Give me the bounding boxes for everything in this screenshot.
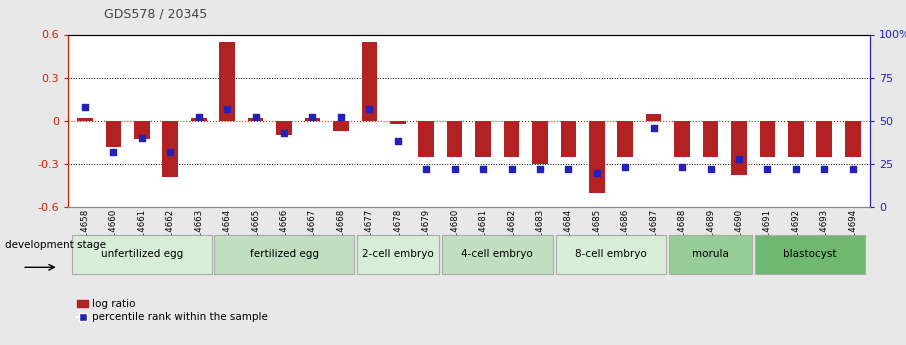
Bar (674, 121, 690, 157)
Bar (442, 235, 553, 274)
Bar (532, 121, 548, 164)
Point (78, 104, 92, 110)
Bar (304, 118, 321, 121)
Text: blastocyst: blastocyst (784, 249, 837, 259)
Point (220, 106, 235, 111)
Bar (788, 121, 804, 157)
Point (106, 149, 120, 155)
Point (817, 166, 832, 172)
Point (732, 156, 747, 161)
Bar (162, 121, 178, 177)
Text: 2-cell embryo: 2-cell embryo (361, 249, 434, 259)
Text: 4-cell embryo: 4-cell embryo (461, 249, 533, 259)
Point (476, 166, 490, 172)
Text: morula: morula (692, 249, 729, 259)
Bar (476, 121, 491, 157)
Point (277, 130, 292, 136)
Bar (589, 121, 604, 193)
Bar (670, 235, 752, 274)
Point (419, 166, 433, 172)
Point (561, 166, 575, 172)
Bar (276, 121, 292, 135)
Point (333, 115, 348, 120)
Point (191, 115, 206, 120)
Bar (731, 121, 747, 175)
Bar (755, 235, 865, 274)
Bar (419, 121, 434, 157)
Bar (247, 118, 264, 121)
Point (703, 166, 718, 172)
Point (305, 115, 320, 120)
Point (788, 166, 803, 172)
Bar (77, 118, 92, 121)
Bar (191, 118, 207, 121)
Point (448, 166, 462, 172)
Bar (72, 235, 211, 274)
Point (590, 170, 604, 175)
Bar (333, 121, 349, 131)
Text: development stage: development stage (5, 240, 105, 250)
Bar (703, 121, 718, 157)
Bar (759, 121, 776, 157)
Point (135, 135, 149, 141)
Bar (219, 42, 235, 121)
Point (163, 149, 178, 155)
Bar (816, 121, 832, 157)
Point (533, 166, 547, 172)
Point (646, 125, 660, 130)
Bar (447, 121, 462, 157)
Bar (555, 235, 667, 274)
Point (248, 115, 263, 120)
Bar (390, 121, 406, 124)
Point (505, 166, 519, 172)
Bar (361, 42, 377, 121)
Point (362, 106, 377, 111)
Bar (504, 121, 519, 157)
Text: unfertilized egg: unfertilized egg (101, 249, 183, 259)
Bar (617, 121, 633, 157)
Legend: log ratio, percentile rank within the sample: log ratio, percentile rank within the sa… (73, 295, 272, 326)
Point (390, 139, 405, 144)
Text: fertilized egg: fertilized egg (249, 249, 319, 259)
Point (760, 166, 775, 172)
Point (675, 165, 689, 170)
Bar (561, 121, 576, 157)
Text: GDS578 / 20345: GDS578 / 20345 (104, 8, 207, 21)
Bar (845, 121, 861, 157)
Bar (357, 235, 439, 274)
Bar (215, 235, 353, 274)
Point (845, 166, 860, 172)
Bar (106, 121, 121, 147)
Point (618, 165, 632, 170)
Bar (134, 121, 149, 139)
Text: 8-cell embryo: 8-cell embryo (575, 249, 647, 259)
Bar (646, 114, 661, 121)
